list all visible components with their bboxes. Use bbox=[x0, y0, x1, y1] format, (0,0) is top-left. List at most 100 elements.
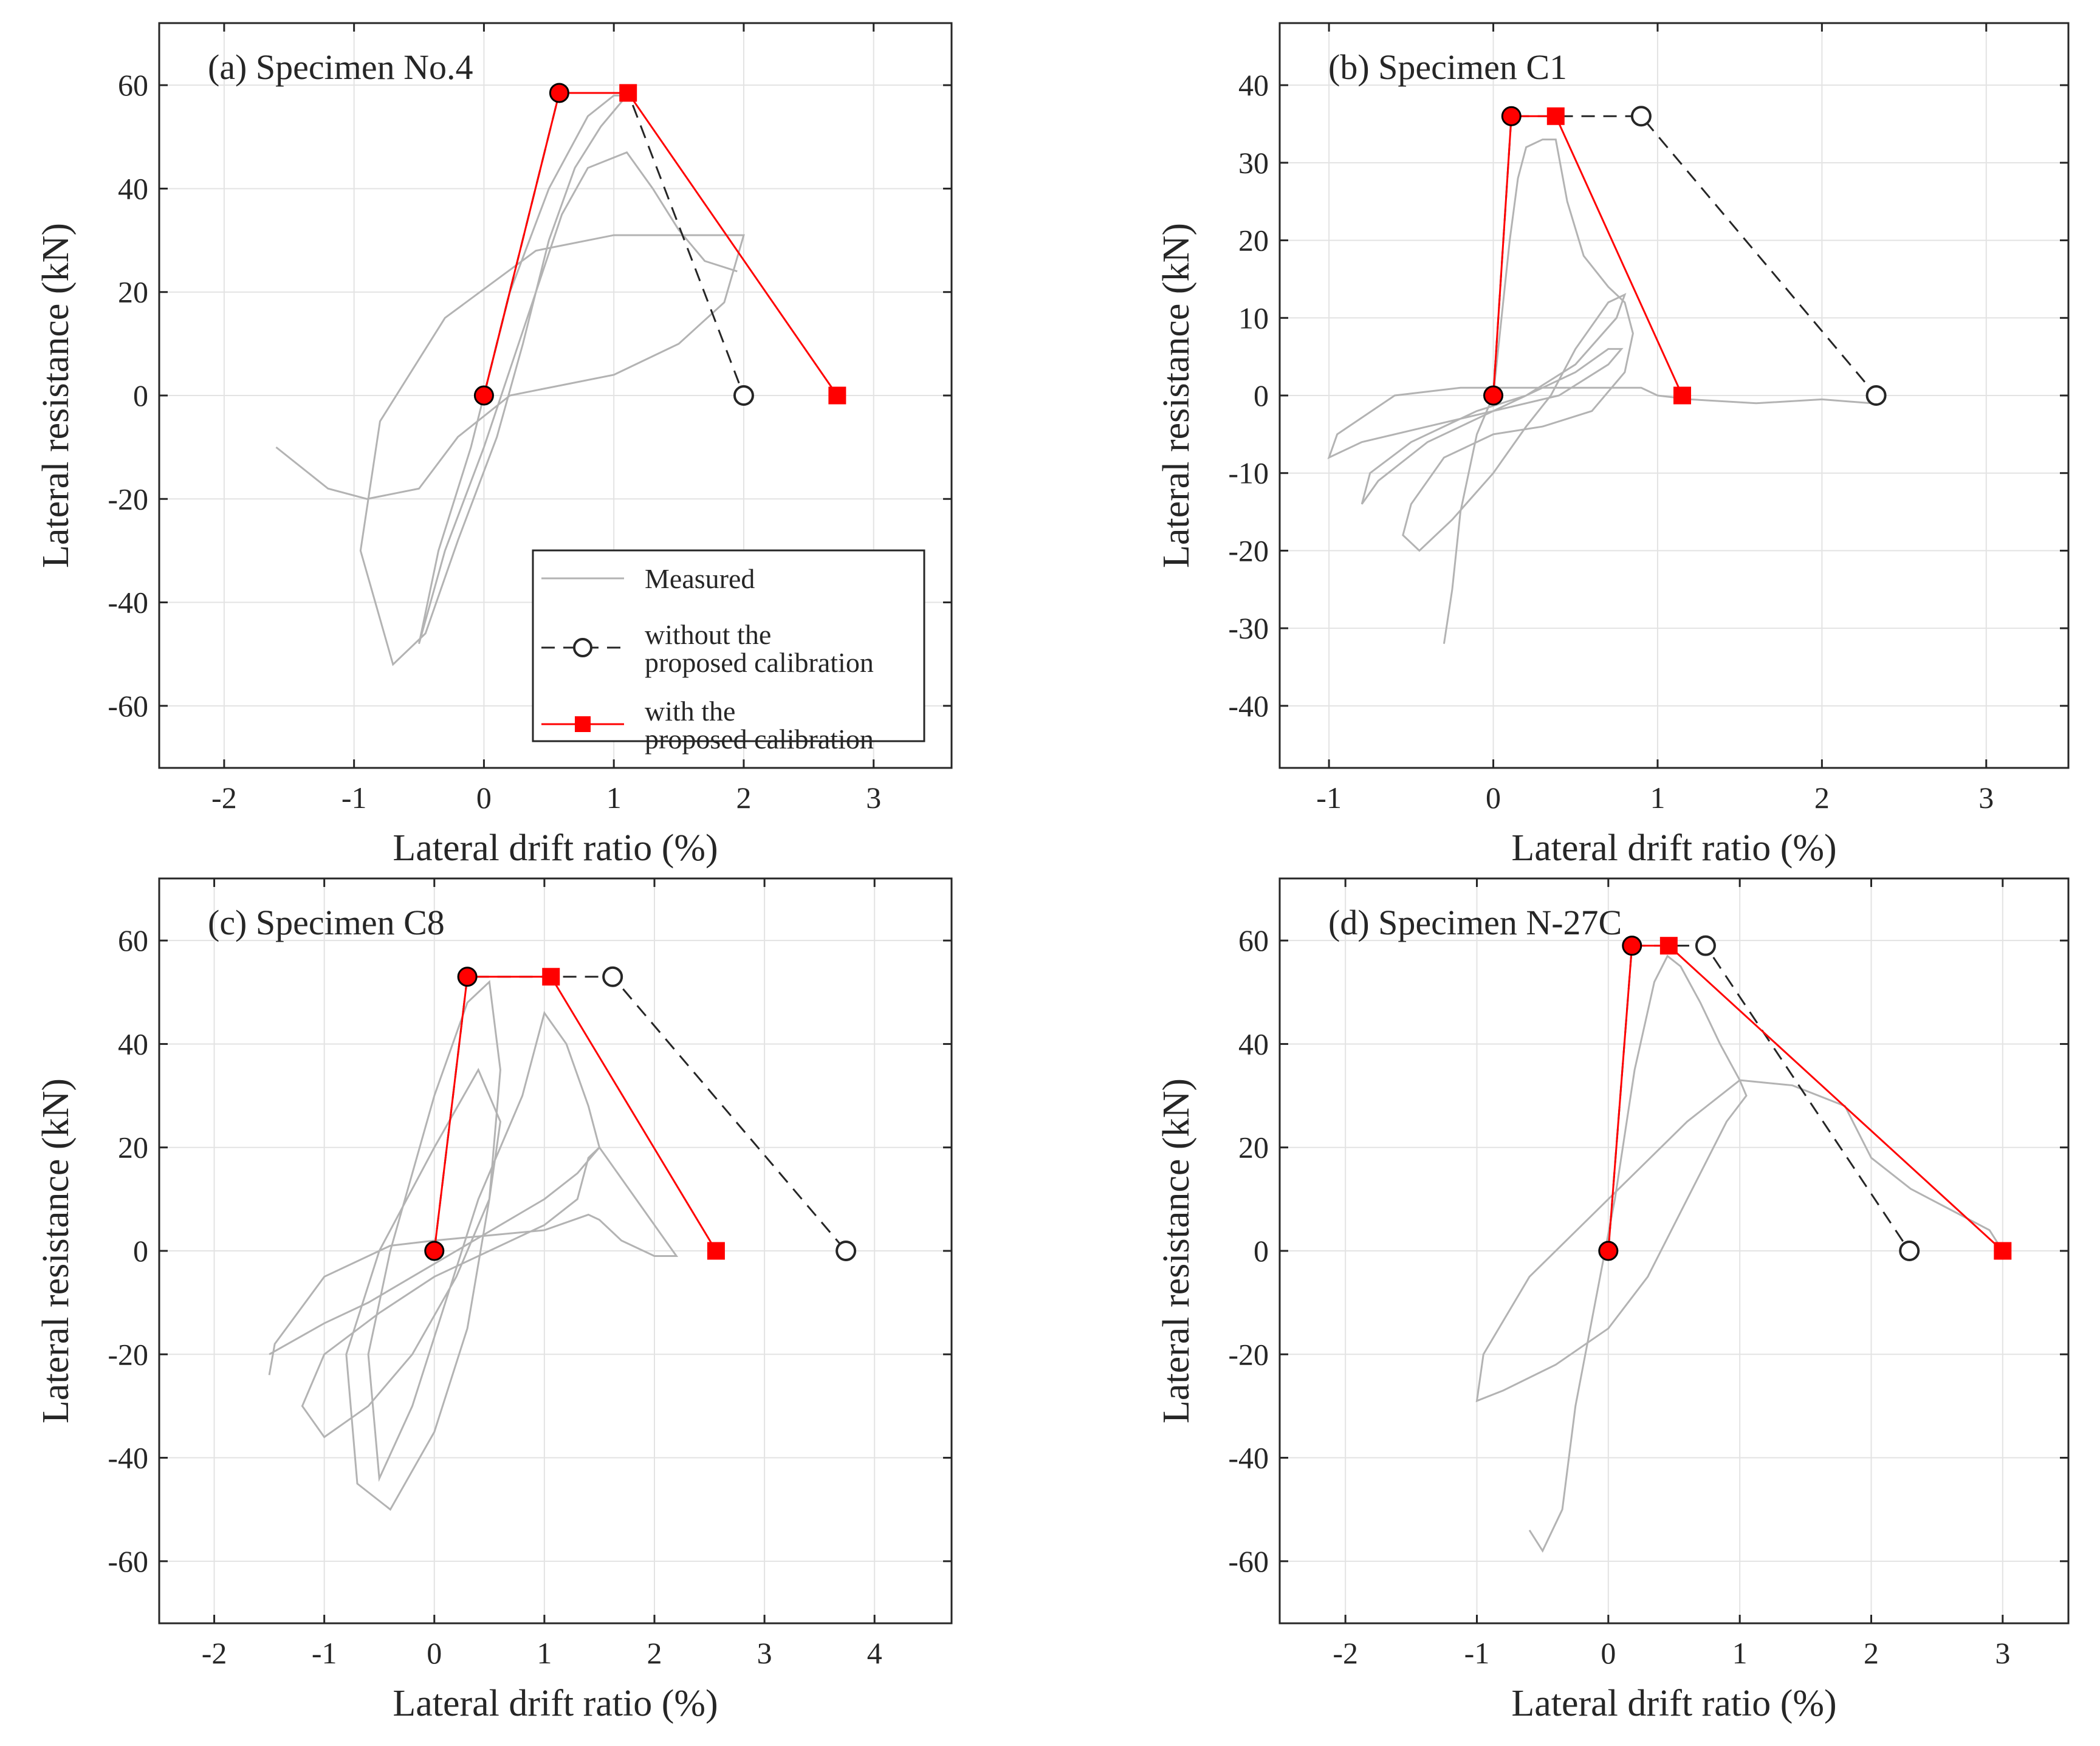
y-axis-label: Lateral resistance (kN) bbox=[35, 223, 77, 568]
legend-label: with the bbox=[645, 696, 735, 727]
y-tick-label: -60 bbox=[108, 1544, 148, 1578]
y-tick-label: -60 bbox=[1228, 1544, 1269, 1578]
y-tick-label: 30 bbox=[1238, 146, 1269, 180]
x-tick-label: 1 bbox=[606, 781, 622, 815]
legend-label: Measured bbox=[645, 563, 755, 594]
y-tick-label: -20 bbox=[1228, 1337, 1269, 1371]
y-tick-label: 60 bbox=[1238, 923, 1269, 957]
y-tick-label: 20 bbox=[1238, 1131, 1269, 1165]
x-axis-label: Lateral drift ratio (%) bbox=[1511, 1683, 1836, 1724]
legend-without-marker bbox=[573, 638, 592, 657]
y-tick-label: 0 bbox=[133, 1234, 148, 1268]
y-tick-label: 0 bbox=[1254, 378, 1269, 413]
y-tick-label: 60 bbox=[118, 923, 148, 957]
y-tick-label: -30 bbox=[1228, 611, 1269, 645]
x-axis-label: Lateral drift ratio (%) bbox=[1511, 827, 1836, 869]
panel-label: (a) Specimen No.4 bbox=[208, 47, 473, 87]
legend-label: proposed calibration bbox=[645, 647, 874, 678]
shared-calibration-marker bbox=[1501, 106, 1522, 126]
without-calibration-line bbox=[1607, 945, 1910, 1251]
y-tick-label: 20 bbox=[118, 1131, 148, 1165]
without-calibration-marker bbox=[1695, 935, 1716, 956]
x-tick-label: 0 bbox=[1486, 781, 1501, 815]
y-tick-label: -20 bbox=[1228, 533, 1269, 567]
y-tick-label: -40 bbox=[1228, 689, 1269, 723]
legend-with-marker bbox=[575, 716, 591, 732]
with-calibration-marker bbox=[619, 84, 637, 102]
y-tick-label: -40 bbox=[108, 1441, 148, 1475]
y-axis-label: Lateral resistance (kN) bbox=[1156, 1078, 1197, 1423]
without-calibration-marker bbox=[1865, 385, 1887, 406]
y-axis-label: Lateral resistance (kN) bbox=[35, 1078, 77, 1423]
shared-calibration-marker bbox=[473, 385, 494, 406]
x-tick-label: 1 bbox=[537, 1636, 552, 1670]
panel-label: (b) Specimen C1 bbox=[1328, 47, 1567, 87]
measured-curve bbox=[1327, 139, 1872, 644]
without-calibration-marker bbox=[1899, 1241, 1920, 1261]
x-tick-label: 2 bbox=[1814, 781, 1830, 815]
y-tick-label: 40 bbox=[1238, 1027, 1269, 1061]
x-tick-label: 2 bbox=[1864, 1636, 1879, 1670]
x-tick-label: 1 bbox=[1732, 1636, 1748, 1670]
without-calibration-marker bbox=[1630, 106, 1652, 127]
panel-d: -2 -1 0 1 2 3 -60 -40 -20 0 20 40 60 Lateral drift ra… bbox=[1156, 877, 2070, 1724]
x-tick-label: 4 bbox=[867, 1636, 882, 1670]
x-tick-label: 0 bbox=[427, 1636, 442, 1670]
y-tick-label: 40 bbox=[118, 171, 148, 205]
shared-calibration-marker bbox=[549, 83, 569, 103]
x-tick-label: 3 bbox=[866, 781, 881, 815]
x-tick-label: -1 bbox=[1316, 781, 1342, 815]
x-tick-label: 0 bbox=[476, 781, 492, 815]
x-tick-label: -2 bbox=[1333, 1636, 1358, 1670]
y-axis-label: Lateral resistance (kN) bbox=[1156, 223, 1197, 568]
x-tick-label: -1 bbox=[341, 781, 367, 815]
measured-curve bbox=[275, 94, 745, 666]
with-calibration-line bbox=[1607, 945, 2003, 1252]
x-tick-label: 3 bbox=[1978, 781, 1994, 815]
with-calibration-marker bbox=[1994, 1242, 2012, 1260]
legend-box bbox=[532, 549, 925, 742]
x-axis-label: Lateral drift ratio (%) bbox=[393, 1683, 718, 1724]
without-calibration-marker bbox=[733, 385, 754, 406]
with-calibration-line bbox=[433, 976, 717, 1251]
x-tick-label: -2 bbox=[211, 781, 237, 815]
panel-label: (d) Specimen N-27C bbox=[1328, 903, 1622, 942]
without-calibration-line bbox=[1492, 115, 1877, 396]
with-calibration-line bbox=[482, 92, 839, 396]
shared-calibration-marker bbox=[424, 1241, 445, 1261]
legend-label: without the bbox=[645, 619, 771, 650]
x-tick-label: -2 bbox=[202, 1636, 227, 1670]
x-tick-label: 1 bbox=[1650, 781, 1665, 815]
with-calibration-marker bbox=[1546, 107, 1565, 125]
measured-curve bbox=[1475, 954, 2004, 1553]
panel-a: -2 -1 0 1 2 3 -60 -40 -20 0 20 40 60 Lateral drift ra… bbox=[35, 22, 953, 869]
y-tick-label: -10 bbox=[1228, 456, 1269, 490]
y-tick-label: -60 bbox=[108, 689, 148, 723]
without-calibration-marker bbox=[836, 1241, 857, 1261]
y-tick-label: 60 bbox=[118, 68, 148, 102]
with-calibration-marker bbox=[1673, 386, 1692, 405]
measured-curve bbox=[268, 980, 679, 1511]
without-calibration-marker bbox=[602, 966, 623, 987]
x-tick-label: 2 bbox=[647, 1636, 662, 1670]
x-tick-label: -1 bbox=[1464, 1636, 1490, 1670]
y-tick-label: 40 bbox=[118, 1027, 148, 1061]
shared-calibration-marker bbox=[457, 967, 478, 987]
panel-c: -2 -1 0 1 2 3 4 -60 -40 -20 0 20 40 60 Lateral drift r… bbox=[35, 877, 953, 1724]
with-calibration-marker bbox=[542, 968, 560, 986]
x-tick-label: 2 bbox=[736, 781, 751, 815]
with-calibration-marker bbox=[707, 1242, 725, 1260]
x-axis-label: Lateral drift ratio (%) bbox=[393, 827, 718, 869]
y-tick-label: 40 bbox=[1238, 68, 1269, 102]
y-tick-label: 20 bbox=[1238, 224, 1269, 258]
shared-calibration-marker bbox=[1598, 1241, 1619, 1261]
y-tick-label: 10 bbox=[1238, 301, 1269, 335]
y-tick-label: -40 bbox=[108, 586, 148, 620]
panel-label: (c) Specimen C8 bbox=[208, 903, 445, 942]
y-tick-label: -20 bbox=[108, 482, 148, 516]
y-tick-label: 0 bbox=[1254, 1234, 1269, 1268]
x-tick-label: 0 bbox=[1601, 1636, 1616, 1670]
y-tick-label: 20 bbox=[118, 275, 148, 309]
